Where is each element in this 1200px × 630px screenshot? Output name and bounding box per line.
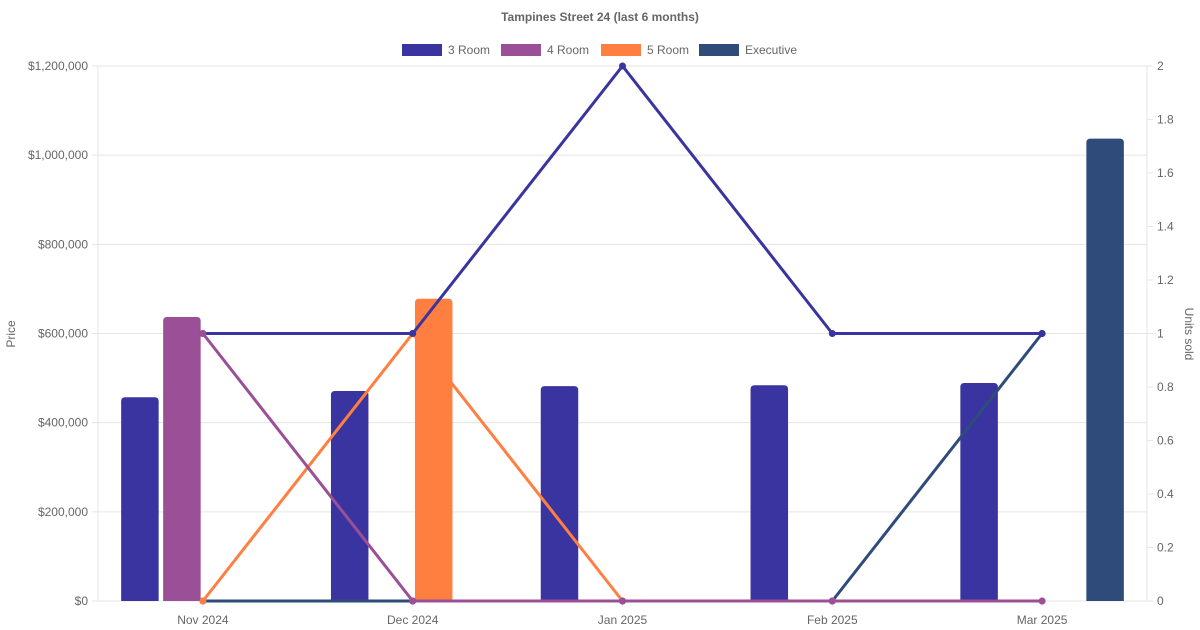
point-3-room — [828, 330, 836, 337]
line-layer — [199, 62, 1046, 605]
y-right-tick-label: 1.6 — [1157, 166, 1174, 180]
y-left-tick-label: $600,000 — [38, 327, 88, 341]
y-left-tick-label: $800,000 — [38, 237, 88, 251]
legend-label-5-room: 5 Room — [647, 43, 689, 57]
point-3-room — [409, 330, 417, 337]
x-tick-label: Feb 2025 — [807, 613, 858, 627]
legend: 3 Room 4 Room 5 Room Executive — [402, 43, 797, 57]
point-3-room — [1038, 330, 1046, 337]
axis-layer: $0 $200,000 $400,000 $600,000 $800,000 $1,000… — [28, 59, 1174, 627]
point-4-room — [199, 330, 207, 337]
y-left-tick-label: $400,000 — [38, 416, 88, 430]
bar-3-room — [960, 382, 998, 601]
legend-swatch-5-room — [601, 44, 641, 56]
x-tick-label: Mar 2025 — [1017, 613, 1068, 627]
legend-label-executive: Executive — [745, 43, 797, 57]
bar-3-room — [540, 386, 579, 601]
bar-4-room — [163, 317, 201, 601]
y-left-tick-label: $0 — [75, 594, 89, 608]
point-4-room — [409, 597, 417, 605]
line-executive — [202, 332, 1044, 603]
y-left-tick-label: $1,000,000 — [28, 148, 88, 162]
bar-3-room — [121, 397, 159, 601]
y-right-tick-label: 1 — [1157, 327, 1164, 341]
y-right-tick-label: 2 — [1157, 59, 1164, 73]
legend-swatch-executive — [699, 44, 739, 56]
y-right-tick-label: 1.8 — [1157, 113, 1174, 127]
legend-swatch-4-room — [501, 44, 541, 56]
line-5-room — [201, 332, 1043, 603]
point-4-room — [619, 597, 626, 605]
y-right-tick-label: 0 — [1157, 594, 1164, 608]
x-tick-label: Nov 2024 — [177, 613, 229, 627]
x-tick-label: Dec 2024 — [387, 613, 439, 627]
bar-3-room — [330, 391, 369, 601]
bar-layer — [121, 138, 1124, 601]
y-right-tick-label: 0.8 — [1157, 380, 1174, 394]
line-3-room — [202, 64, 1043, 335]
y-left-axis-title: Price — [4, 320, 18, 348]
x-tick-label: Jan 2025 — [598, 613, 648, 627]
y-right-tick-label: 0.2 — [1157, 541, 1174, 555]
point-5-room — [199, 597, 207, 605]
legend-label-3-room: 3 Room — [448, 43, 490, 57]
bar-3-room — [750, 385, 789, 601]
point-3-room — [619, 62, 626, 70]
y-right-tick-label: 1.4 — [1157, 220, 1174, 234]
chart-title: Tampines Street 24 (last 6 months) — [501, 10, 699, 24]
line-4-room — [201, 332, 1043, 603]
point-4-room — [828, 597, 836, 605]
y-right-tick-label: 0.4 — [1157, 487, 1174, 501]
legend-label-4-room: 4 Room — [547, 43, 589, 57]
y-right-tick-label: 0.6 — [1157, 434, 1174, 448]
y-right-tick-label: 1.2 — [1157, 273, 1174, 287]
legend-swatch-3-room — [402, 44, 442, 56]
y-left-tick-label: $1,200,000 — [28, 59, 88, 73]
y-left-tick-label: $200,000 — [38, 505, 88, 519]
y-right-axis-title: Units sold — [1182, 308, 1196, 361]
bar-executive — [1086, 138, 1124, 601]
point-4-room — [1038, 597, 1046, 605]
